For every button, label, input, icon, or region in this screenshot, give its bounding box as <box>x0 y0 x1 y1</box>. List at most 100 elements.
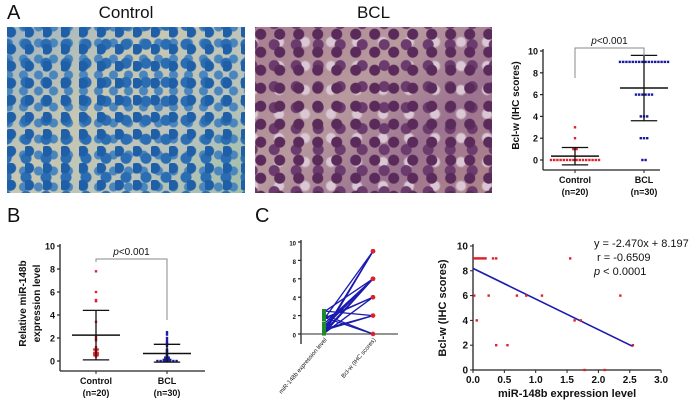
svg-text:p<0.001: p<0.001 <box>112 247 150 258</box>
data-point <box>175 359 178 363</box>
data-point <box>484 257 487 260</box>
panel-label-b: B <box>7 205 21 227</box>
data-point <box>631 60 634 64</box>
data-point <box>172 359 175 363</box>
svg-text:Bcl-w (IHC scores): Bcl-w (IHC scores) <box>437 259 449 357</box>
data-point <box>96 354 99 357</box>
svg-text:p < 0.0001: p < 0.0001 <box>593 266 646 278</box>
data-point <box>494 257 498 260</box>
svg-text:(n=30): (n=30) <box>154 388 181 398</box>
data-point <box>93 354 96 357</box>
data-point <box>597 158 601 162</box>
svg-text:10: 10 <box>45 242 55 252</box>
svg-text:10: 10 <box>528 47 538 57</box>
svg-text:10: 10 <box>457 242 469 253</box>
svg-text:3.0: 3.0 <box>654 375 668 386</box>
data-point <box>94 290 98 294</box>
data-point <box>660 60 663 64</box>
data-point <box>641 60 644 64</box>
photo-title-bcl: BCL <box>356 3 391 22</box>
svg-text:0: 0 <box>293 334 297 340</box>
data-point <box>549 158 553 162</box>
data-point <box>482 257 485 260</box>
data-point <box>642 137 646 140</box>
svg-text:(n=20): (n=20) <box>562 187 589 197</box>
svg-text:4: 4 <box>533 112 538 122</box>
data-point <box>634 60 638 64</box>
data-point <box>585 158 588 162</box>
data-point <box>487 294 490 297</box>
data-point <box>478 257 482 260</box>
photo-title-control: Control <box>98 3 154 22</box>
svg-text:2: 2 <box>293 315 297 321</box>
data-point <box>569 158 572 162</box>
data-point <box>650 93 654 96</box>
data-point <box>165 333 169 336</box>
data-point <box>644 93 647 96</box>
data-point <box>164 359 167 362</box>
chart-a-ihc-scores: 0 2 4 6 8 10 Control (n=20) BCL (n=30) p<0.001 Bcl-… <box>511 36 670 197</box>
svg-text:0: 0 <box>462 366 468 377</box>
data-point <box>572 147 575 151</box>
svg-text:Bcl-w (IHC scores): Bcl-w (IHC scores) <box>341 337 378 379</box>
svg-text:p<0.001: p<0.001 <box>590 36 628 47</box>
data-point <box>663 60 666 64</box>
data-point <box>631 344 635 347</box>
chart-b-mir148b: 0 2 4 6 8 10 Control (n=20) BCL (n=30) p<0.001 Rela… <box>18 242 205 398</box>
svg-text:Relative miR-148b: Relative miR-148b <box>18 260 29 346</box>
data-point <box>594 158 597 162</box>
svg-text:Control: Control <box>80 376 112 386</box>
data-point <box>491 257 495 260</box>
svg-text:(n=30): (n=30) <box>631 187 658 197</box>
data-point <box>634 93 638 96</box>
data-point <box>165 339 169 342</box>
data-point <box>476 257 480 260</box>
data-point <box>622 60 625 64</box>
data-point <box>588 158 591 162</box>
data-point <box>573 319 576 322</box>
data-point <box>581 158 585 162</box>
svg-text:r = -0.6509: r = -0.6509 <box>597 252 651 264</box>
data-point <box>646 115 649 118</box>
data-point <box>562 158 565 162</box>
data-point <box>169 359 172 363</box>
data-point <box>575 147 578 151</box>
data-point <box>165 336 169 340</box>
data-point <box>650 60 654 64</box>
svg-text:BCL: BCL <box>635 175 654 185</box>
data-point <box>647 93 650 96</box>
data-point <box>578 158 581 162</box>
svg-text:2: 2 <box>533 134 538 144</box>
data-point <box>164 357 167 360</box>
data-point <box>573 126 577 129</box>
svg-text:0.5: 0.5 <box>497 375 511 386</box>
svg-text:0: 0 <box>50 357 55 367</box>
data-point <box>639 137 642 140</box>
data-point <box>657 60 660 64</box>
data-point <box>94 270 98 273</box>
data-point <box>475 319 478 322</box>
data-point <box>572 158 575 162</box>
data-point <box>583 368 586 372</box>
data-point <box>646 137 649 140</box>
svg-text:8: 8 <box>462 266 468 277</box>
data-point <box>165 331 169 334</box>
svg-text:6: 6 <box>50 288 55 298</box>
data-point <box>579 319 583 322</box>
data-point <box>565 158 569 162</box>
svg-text:1.0: 1.0 <box>529 375 543 386</box>
data-point <box>639 115 642 118</box>
data-point <box>654 60 657 64</box>
data-point <box>540 294 544 297</box>
data-point <box>93 348 96 351</box>
svg-text:6: 6 <box>533 90 538 100</box>
data-point <box>159 359 162 363</box>
data-point <box>644 158 647 162</box>
data-point <box>96 348 99 351</box>
data-point <box>156 359 159 363</box>
svg-text:6: 6 <box>293 278 297 284</box>
svg-text:8: 8 <box>533 68 538 78</box>
data-point <box>568 257 572 260</box>
svg-text:6: 6 <box>462 291 468 302</box>
data-point <box>525 294 528 297</box>
